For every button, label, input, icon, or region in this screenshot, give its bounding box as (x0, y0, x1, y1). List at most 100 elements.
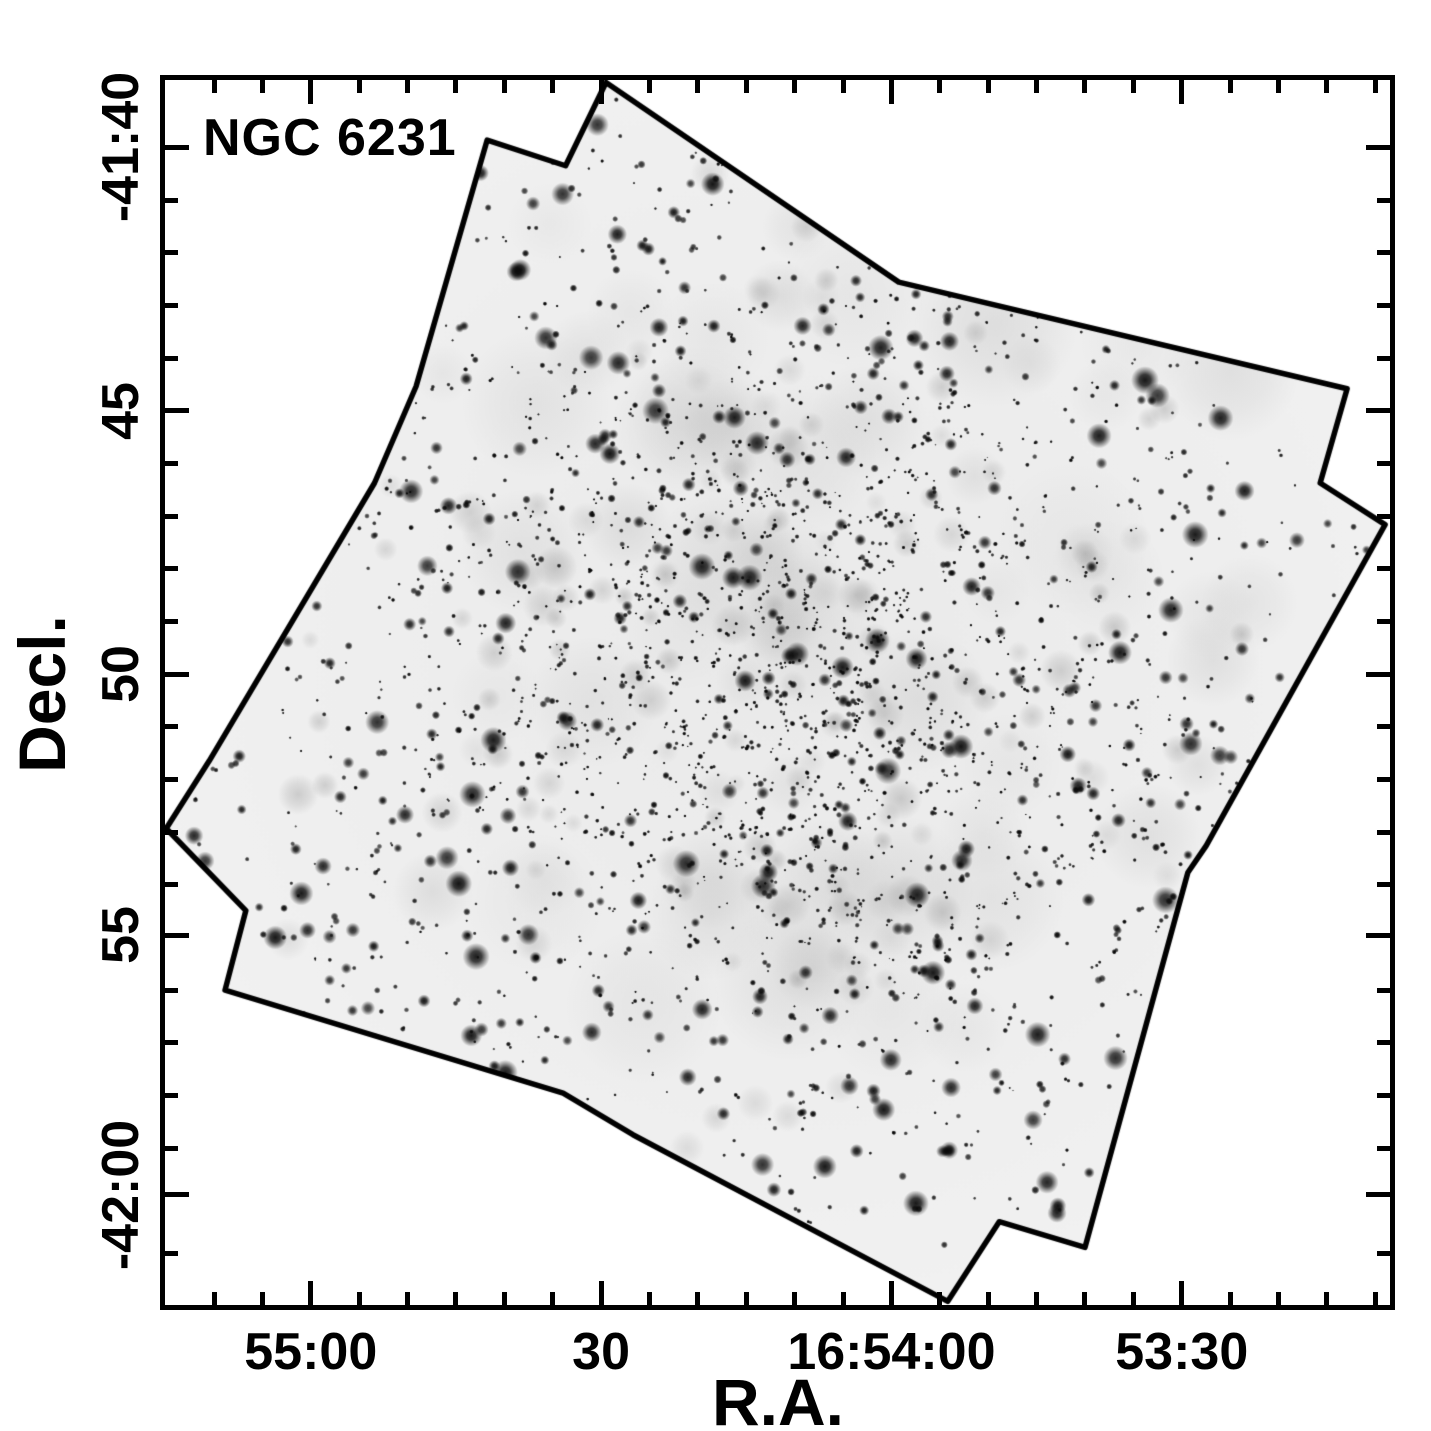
major-tick-y (165, 1192, 189, 1198)
minor-tick-y (165, 776, 178, 782)
minor-tick-x (1276, 80, 1282, 93)
major-tick-x (308, 80, 314, 104)
minor-tick-y (1377, 1145, 1390, 1151)
minor-tick-y (165, 197, 178, 203)
minor-tick-x (1034, 80, 1040, 93)
minor-tick-y (1377, 618, 1390, 624)
minor-tick-x (792, 1292, 798, 1305)
star-field-image (165, 80, 1390, 1305)
x-axis-title: R.A. (712, 1365, 844, 1431)
minor-tick-x (453, 1292, 459, 1305)
minor-tick-y (165, 882, 178, 888)
minor-tick-y (1377, 460, 1390, 466)
minor-tick-y (1377, 355, 1390, 361)
minor-tick-y (165, 513, 178, 519)
major-tick-x (308, 1281, 314, 1305)
minor-tick-x (985, 1292, 991, 1305)
minor-tick-y (1377, 829, 1390, 835)
x-tick-label: 16:54:00 (787, 1323, 996, 1381)
major-tick-x (888, 80, 894, 104)
minor-tick-y (1377, 987, 1390, 993)
minor-tick-x (1227, 1292, 1233, 1305)
minor-tick-x (211, 80, 217, 93)
minor-tick-x (453, 80, 459, 93)
minor-tick-y (165, 987, 178, 993)
minor-tick-x (501, 80, 507, 93)
plot-area: NGC 6231 (160, 75, 1395, 1310)
major-tick-y (1366, 408, 1390, 414)
minor-tick-y (1377, 776, 1390, 782)
minor-tick-x (1324, 1292, 1330, 1305)
minor-tick-x (550, 1292, 556, 1305)
minor-tick-x (743, 1292, 749, 1305)
minor-tick-y (165, 1145, 178, 1151)
y-axis-title: Decl. (5, 615, 79, 773)
minor-tick-y (165, 724, 178, 730)
minor-tick-x (259, 1292, 265, 1305)
cluster-name-label: NGC 6231 (203, 109, 457, 167)
y-tick-label: 50 (92, 645, 150, 704)
minor-tick-x (985, 80, 991, 93)
minor-tick-x (259, 80, 265, 93)
major-tick-y (1366, 671, 1390, 677)
x-tick-label: 30 (572, 1323, 631, 1381)
minor-tick-x (792, 80, 798, 93)
minor-tick-x (1372, 80, 1378, 93)
x-tick-label: 55:00 (244, 1323, 378, 1381)
minor-tick-y (165, 618, 178, 624)
minor-tick-x (1227, 80, 1233, 93)
minor-tick-y (165, 829, 178, 835)
minor-tick-x (937, 1292, 943, 1305)
minor-tick-x (1130, 80, 1136, 93)
y-tick-label: 55 (92, 906, 150, 964)
major-tick-y (165, 671, 189, 677)
minor-tick-y (1377, 1093, 1390, 1099)
minor-tick-y (165, 1093, 178, 1099)
minor-tick-x (1130, 1292, 1136, 1305)
minor-tick-x (550, 80, 556, 93)
minor-tick-y (165, 566, 178, 572)
minor-tick-y (165, 1040, 178, 1046)
minor-tick-x (646, 1292, 652, 1305)
major-tick-y (1366, 1192, 1390, 1198)
minor-tick-x (501, 1292, 507, 1305)
x-tick-label: 53:30 (1115, 1323, 1249, 1381)
minor-tick-x (1082, 80, 1088, 93)
minor-tick-x (1372, 1292, 1378, 1305)
major-tick-x (1179, 1281, 1185, 1305)
minor-tick-y (1377, 1251, 1390, 1257)
major-tick-y (165, 144, 189, 150)
minor-tick-x (356, 1292, 362, 1305)
minor-tick-y (165, 355, 178, 361)
major-tick-x (1179, 80, 1185, 104)
minor-tick-x (356, 80, 362, 93)
minor-tick-y (1377, 513, 1390, 519)
major-tick-y (165, 932, 189, 938)
y-tick-label: 45 (92, 381, 150, 440)
minor-tick-x (695, 80, 701, 93)
major-tick-x (888, 1281, 894, 1305)
minor-tick-x (646, 80, 652, 93)
minor-tick-x (405, 80, 411, 93)
minor-tick-x (937, 80, 943, 93)
minor-tick-x (1082, 1292, 1088, 1305)
minor-tick-x (695, 1292, 701, 1305)
minor-tick-x (840, 80, 846, 93)
minor-tick-x (1276, 1292, 1282, 1305)
minor-tick-x (1324, 80, 1330, 93)
minor-tick-y (1377, 1040, 1390, 1046)
minor-tick-x (1034, 1292, 1040, 1305)
minor-tick-y (165, 460, 178, 466)
major-tick-x (598, 80, 604, 104)
y-tick-label: -41:40 (92, 72, 150, 223)
minor-tick-x (405, 1292, 411, 1305)
minor-tick-y (1377, 197, 1390, 203)
minor-tick-x (743, 80, 749, 93)
minor-tick-y (165, 302, 178, 308)
minor-tick-y (165, 1251, 178, 1257)
minor-tick-y (1377, 250, 1390, 256)
major-tick-y (1366, 144, 1390, 150)
major-tick-y (165, 408, 189, 414)
minor-tick-y (1377, 882, 1390, 888)
